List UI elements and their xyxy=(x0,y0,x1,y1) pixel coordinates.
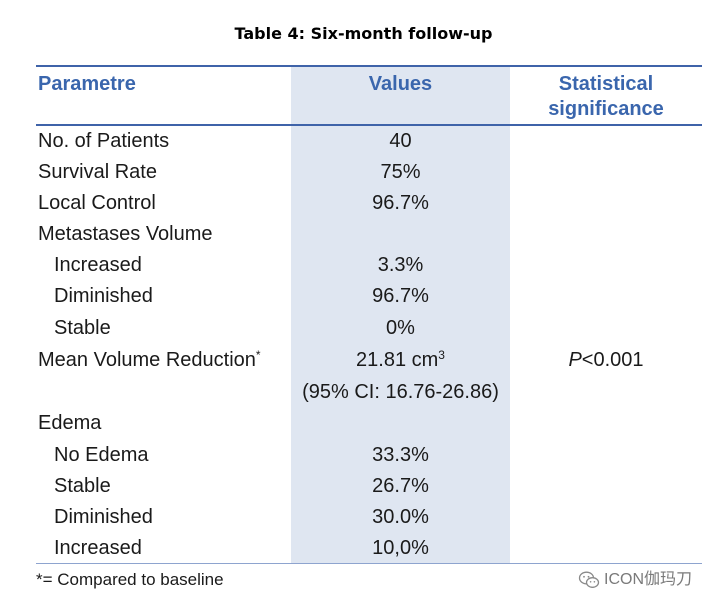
table-row: Metastases Volume xyxy=(0,219,727,250)
table-row: (95% CI: 16.76-26.86) xyxy=(0,377,727,408)
row-value: (95% CI: 16.76-26.86) xyxy=(302,381,499,403)
table-row: Local Control 96.7% xyxy=(0,188,727,219)
table-title: Table 4: Six-month follow-up xyxy=(234,24,493,43)
header-significance-line2: significance xyxy=(548,98,664,120)
table-row: Diminished 96.7% xyxy=(0,281,727,312)
table-row: No. of Patients 40 xyxy=(0,126,727,157)
header-significance-line1: Statistical xyxy=(558,73,654,95)
row-value: 10,0% xyxy=(372,537,429,559)
table-row: No Edema 33.3% xyxy=(0,440,727,471)
table-row: Diminished 30.0% xyxy=(0,502,727,533)
table-header-rule xyxy=(36,124,702,126)
row-value: 21.81 cm3 xyxy=(291,345,510,376)
watermark: ICON伽玛刀 xyxy=(578,569,692,591)
row-parameter: Local Control xyxy=(38,192,156,214)
p-symbol: P xyxy=(568,349,582,371)
table-row: Mean Volume Reduction* 21.81 cm3 P<0.001 xyxy=(0,345,727,376)
row-value: 33.3% xyxy=(372,444,429,466)
footnote-marker: * xyxy=(255,348,261,362)
table-top-rule xyxy=(36,65,702,67)
table-row: Increased 10,0% xyxy=(0,533,727,564)
header-parametre: Parametre xyxy=(38,73,136,95)
row-value: 30.0% xyxy=(372,506,429,528)
header-values: Values xyxy=(368,73,433,95)
row-value: 40 xyxy=(389,130,412,152)
row-value: 0% xyxy=(386,317,415,339)
row-parameter: Stable xyxy=(54,317,111,339)
row-parameter: Increased xyxy=(54,537,142,559)
row-parameter: No. of Patients xyxy=(38,130,170,152)
watermark-text: ICON伽玛刀 xyxy=(604,571,693,588)
wechat-icon xyxy=(578,571,600,588)
table-bottom-rule xyxy=(36,563,702,564)
row-parameter-text: Mean Volume Reduction xyxy=(38,349,256,371)
row-parameter: Survival Rate xyxy=(38,161,157,183)
header-statistical-significance: Statistical significance xyxy=(510,72,702,122)
table-row: Survival Rate 75% xyxy=(0,157,727,188)
p-value: <0.001 xyxy=(581,349,644,371)
table-row: Stable 26.7% xyxy=(0,471,727,502)
row-value: 3.3% xyxy=(377,254,424,276)
row-significance: P<0.001 xyxy=(510,345,702,376)
values-column-band xyxy=(291,67,510,564)
row-value: 26.7% xyxy=(372,475,429,497)
unit-superscript: 3 xyxy=(438,348,445,362)
row-parameter: No Edema xyxy=(54,444,149,466)
table-row: Edema xyxy=(0,408,727,439)
row-parameter: Edema xyxy=(38,412,102,434)
row-parameter: Increased xyxy=(54,254,142,276)
row-parameter: Stable xyxy=(54,475,111,497)
row-parameter: Diminished xyxy=(54,506,153,528)
table-row: Stable 0% xyxy=(0,313,727,344)
table-row: Increased 3.3% xyxy=(0,250,727,281)
row-parameter: Metastases Volume xyxy=(38,223,213,245)
row-value: 96.7% xyxy=(372,285,429,307)
row-value: 96.7% xyxy=(372,192,429,214)
row-parameter: Mean Volume Reduction* xyxy=(38,345,261,376)
row-parameter: Diminished xyxy=(54,285,153,307)
table-footnote: *= Compared to baseline xyxy=(36,570,224,589)
row-value: 75% xyxy=(380,161,421,183)
row-value-text: 21.81 cm xyxy=(356,349,439,371)
